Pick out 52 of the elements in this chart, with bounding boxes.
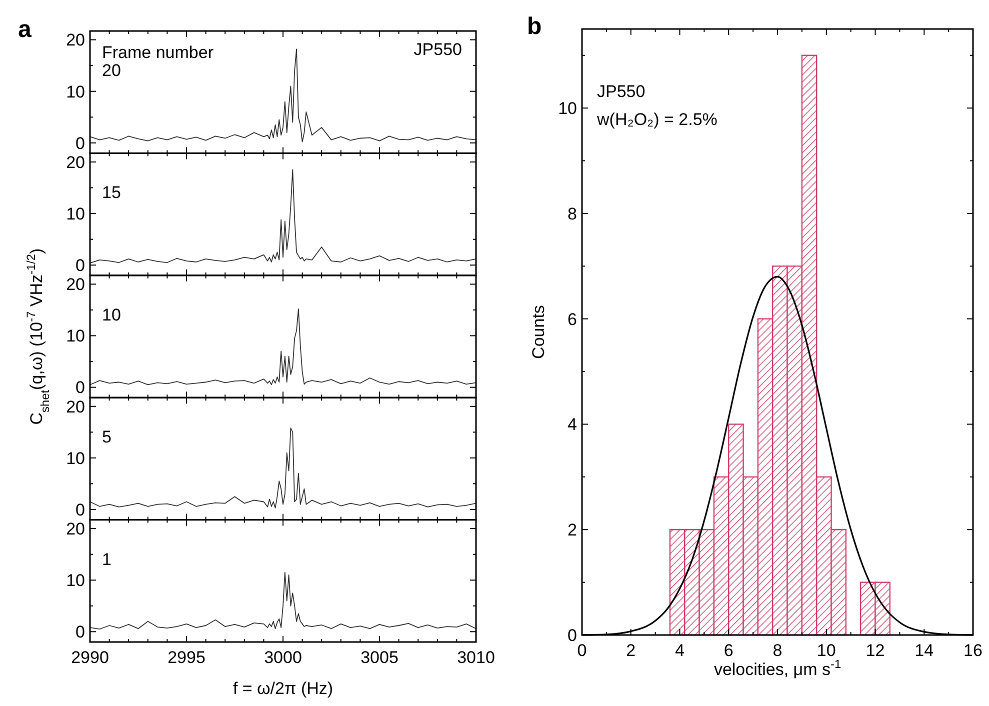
line-series (90, 308, 476, 386)
x-axis-title: velocities, μm s$^{-1}$ (714, 657, 842, 679)
x-tick-label: 3010 (457, 648, 495, 667)
y-tick-label: 20 (66, 397, 85, 416)
y-tick-label: 8 (568, 204, 577, 224)
x-tick-label: 12 (866, 641, 885, 660)
annotation: JP550 (597, 82, 646, 101)
y-tick-label: 10 (66, 204, 85, 224)
y-axis-title: Counts (529, 305, 548, 359)
line-series (90, 428, 476, 508)
text: 20 (102, 61, 121, 80)
y-tick-label: 0 (76, 622, 85, 642)
y-tick-label: 0 (76, 500, 85, 520)
y-tick-label: 2 (568, 520, 577, 540)
chart-title: a (18, 16, 32, 43)
x-tick-label: 2 (626, 641, 636, 660)
text: 5 (102, 428, 112, 447)
y-tick-label: 10 (558, 98, 577, 118)
x-tick-label: 14 (914, 641, 934, 660)
x-tick-label: 3000 (264, 648, 302, 667)
line-series (90, 169, 476, 264)
chart-title: b (527, 13, 542, 40)
y-tick-label: 0 (568, 626, 577, 645)
y-tick-label: 20 (66, 520, 85, 539)
y-tick-label: 20 (66, 275, 85, 294)
line-series (90, 572, 476, 630)
y-tick-label: 0 (76, 134, 85, 153)
x-axis-title: f = ω/2π (Hz) (232, 679, 334, 698)
y-tick-label: 6 (568, 310, 577, 329)
text: 1 (102, 550, 112, 569)
annotation: Frame number (102, 43, 214, 62)
annotation: JP550 (414, 40, 462, 59)
y-tick-label: 20 (66, 152, 85, 172)
y-tick-label: 10 (66, 82, 85, 102)
x-tick-label: 8 (772, 641, 782, 660)
x-tick-label: 4 (675, 641, 684, 660)
x-tick-label: 2995 (168, 648, 206, 667)
y-tick-label: 10 (66, 448, 85, 468)
y-tick-label: 0 (76, 256, 85, 276)
x-tick-label: 16 (964, 641, 982, 660)
y-tick-label: 10 (66, 571, 85, 590)
y-tick-label: 4 (568, 415, 577, 434)
x-tick-label: 2990 (71, 648, 109, 667)
text: 10 (102, 305, 121, 324)
x-tick-label: 6 (724, 641, 734, 660)
y-tick-label: 0 (76, 378, 85, 398)
annotation: w(H₂O₂) = 2.5% (596, 110, 718, 129)
y-tick-label: 20 (66, 30, 85, 50)
y-tick-label: 10 (66, 326, 85, 346)
x-tick-label: 10 (816, 641, 836, 660)
x-tick-label: 3005 (360, 648, 398, 667)
text: 15 (102, 183, 121, 202)
